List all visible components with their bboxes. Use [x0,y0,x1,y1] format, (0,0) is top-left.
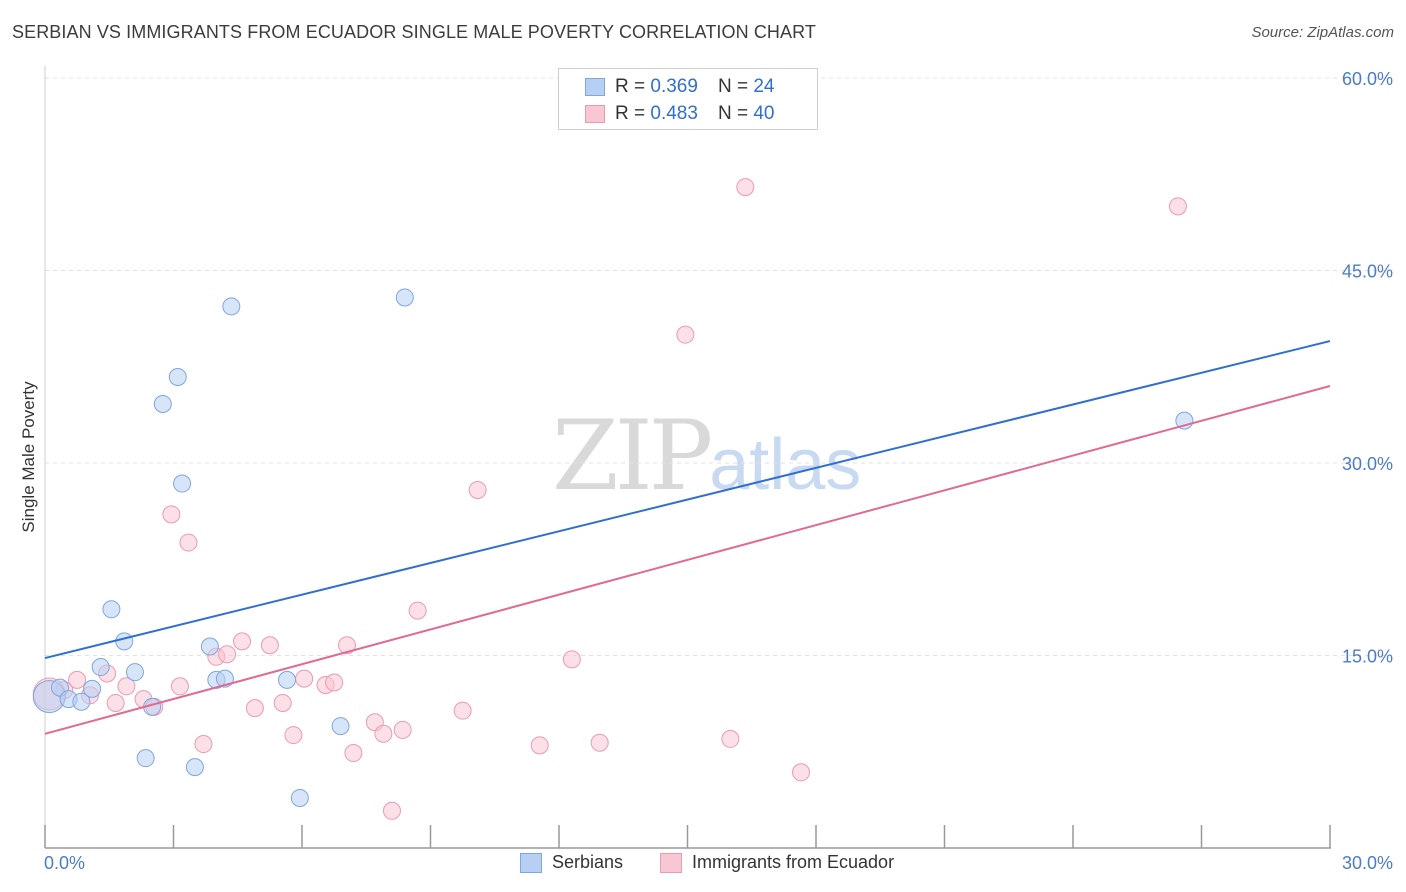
x-tick-label: 0.0% [44,853,85,873]
serbian-point [115,632,134,651]
serbian-point [278,670,297,689]
axes [44,66,1331,849]
ecuador-point [676,325,695,344]
ecuador-point [68,670,87,689]
ecuador-point [233,632,252,651]
ecuador-point [736,178,755,197]
serbian-point [185,758,204,777]
y-tick-label: 45.0% [1342,262,1393,282]
serbian-point [215,669,234,688]
ecuador-r-value: 0.483 [650,103,698,124]
bottom-legend-ecuador[interactable]: Immigrants from Ecuador [660,852,894,873]
serbians-r-value: 0.369 [650,76,698,97]
serbian-point [83,679,102,698]
ecuador-n-value: 40 [753,103,775,124]
ecuador-point [453,701,472,720]
ecuador-point [295,669,314,688]
n-label: N = [717,76,749,97]
serbians-legend-swatch [520,852,542,873]
ecuador-point [162,505,181,524]
ecuador-point [393,720,412,739]
serbian-point [200,637,219,656]
ecuador-point [562,650,581,669]
serbian-point [72,692,91,711]
r-label: R = [615,76,646,97]
serbian-point [173,474,192,493]
y-tick-label: 15.0% [1342,647,1393,667]
ecuador-point [194,735,213,754]
y-axis-title: Single Male Poverty [19,381,38,533]
ecuador-point [344,744,363,763]
serbian-points [32,288,1194,807]
serbians-legend-label: Serbians [552,852,624,872]
ecuador-point [374,724,393,743]
y-tick-label: 30.0% [1342,454,1393,474]
x-tick-label: 30.0% [1342,853,1393,873]
ecuador-point [106,693,125,712]
chart-title: SERBIAN VS IMMIGRANTS FROM ECUADOR SINGL… [12,22,816,42]
correlation-legend: R = 0.369 N = 24 R = 0.483 N = 40 [558,68,818,130]
serbian-point [331,717,350,736]
serbian-point [125,663,144,682]
ecuador-swatch [585,105,605,123]
ecuador-point [408,601,427,620]
ecuador-point [284,726,303,745]
ecuador-point [792,763,811,782]
source-credit: Source: ZipAtlas.com [1251,24,1394,41]
gridlines [45,77,1392,656]
serbian-trend-line [44,340,1331,660]
ecuador-trend-line [44,385,1331,735]
serbians-swatch [585,78,605,96]
serbian-point [136,749,155,768]
serbian-point [395,288,414,307]
serbian-point [290,788,309,807]
ecuador-legend-label: Immigrants from Ecuador [692,852,895,872]
ecuador-point [170,677,189,696]
ecuador-point [1168,197,1187,216]
legend-row-ecuador: R = 0.483 N = 40 [585,102,774,126]
serbian-point [168,368,187,387]
serbian-point [91,658,110,677]
ecuador-point [245,699,264,718]
ecuador-point [218,645,237,664]
ecuador-point [325,673,344,692]
trend-lines [44,340,1331,735]
tick-labels: 15.0% 30.0% 45.0% 60.0% 0.0% 30.0% Single Male… [19,69,1393,873]
serbian-point [222,297,241,316]
bottom-legend-serbians[interactable]: Serbians [520,852,623,873]
serbian-point [153,394,172,413]
r-label: R = [615,103,646,124]
ecuador-point [530,736,549,755]
ecuador-point [468,480,487,499]
n-label: N = [717,103,749,124]
ecuador-point [721,729,740,748]
y-tick-label: 60.0% [1342,69,1393,89]
ecuador-point [260,636,279,655]
ecuador-legend-swatch [660,852,682,873]
ecuador-point [337,636,356,655]
ecuador-point [273,693,292,712]
ecuador-points [32,178,1187,820]
ecuador-point [382,801,401,820]
ecuador-point [117,677,136,696]
serbian-point [102,600,121,619]
ecuador-point [590,733,609,752]
serbians-n-value: 24 [753,76,775,97]
ecuador-point [179,533,198,552]
legend-row-serbians: R = 0.369 N = 24 [585,75,774,99]
